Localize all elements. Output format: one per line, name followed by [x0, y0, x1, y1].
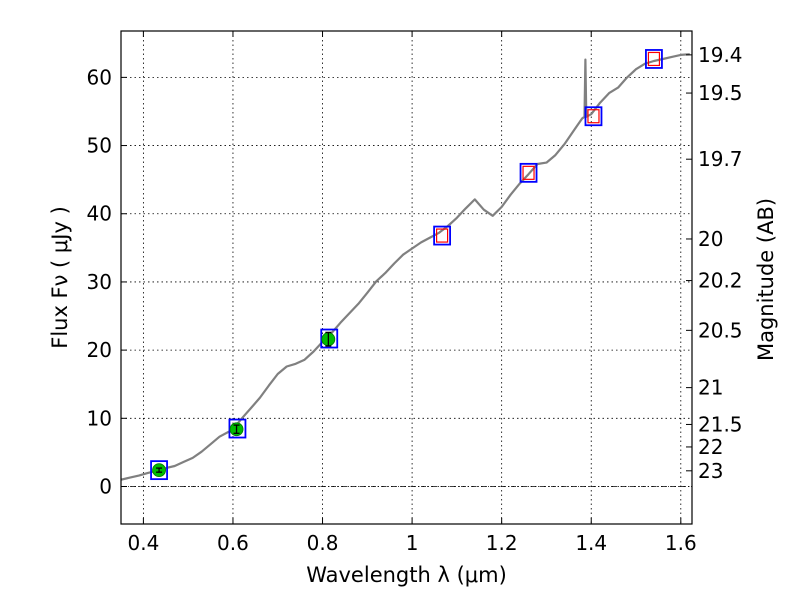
- model-box: [150, 460, 168, 481]
- magnitude-tick-label: 22: [698, 435, 723, 459]
- y2-axis-label: Magnitude (AB): [754, 198, 778, 361]
- fit-box: [587, 109, 600, 124]
- fit-box: [647, 51, 661, 67]
- x-tick-label: 1.4: [575, 531, 607, 555]
- y-tick-label: 10: [87, 406, 112, 430]
- x-tick-label: 0.8: [307, 531, 339, 555]
- y-tick-label: 60: [87, 65, 112, 89]
- magnitude-tick-label: 19.4: [698, 43, 743, 67]
- y-axis-label: Flux Fν ( μJy ): [48, 206, 72, 349]
- axis-ticks: 0.4 0.6 0.8 1 1.2 1.4 1.6 0 10 20 30 40 50 60 19.4 19.5…: [87, 31, 743, 555]
- y-tick-label: 30: [87, 270, 112, 294]
- magnitude-tick-label: 19.5: [698, 81, 743, 105]
- x-tick-label: 1: [406, 531, 419, 555]
- x-axis-label: Wavelength λ (μm): [306, 563, 507, 587]
- magnitude-tick-label: 20: [698, 227, 723, 251]
- model-box: [228, 418, 247, 439]
- x-tick-label: 1.6: [665, 531, 697, 555]
- x-tick-label: 1.2: [486, 531, 518, 555]
- magnitude-tick-label: 23: [698, 459, 723, 483]
- magnitude-tick-label: 21.5: [698, 412, 743, 436]
- grid-lines: [121, 31, 692, 524]
- model-box: [645, 49, 663, 69]
- magnitude-tick-label: 21: [698, 376, 723, 400]
- fit-box: [436, 228, 449, 243]
- y-tick-label: 20: [87, 338, 112, 362]
- spectrum-series: [120, 53, 690, 481]
- magnitude-tick-label: 19.7: [698, 147, 743, 171]
- spectrum-line: [120, 53, 690, 481]
- fit-box: [522, 165, 535, 180]
- model-box: [519, 162, 538, 183]
- model-box: [320, 328, 339, 349]
- model-box: [584, 106, 603, 127]
- y-tick-label: 50: [87, 134, 112, 158]
- y-tick-label: 40: [87, 202, 112, 226]
- plot-frame: [120, 30, 693, 525]
- x-tick-label: 0.6: [217, 531, 249, 555]
- magnitude-tick-label: 20.5: [698, 318, 743, 342]
- photometry-markers: [150, 49, 663, 481]
- magnitude-tick-label: 20.2: [698, 269, 743, 293]
- model-box: [433, 225, 452, 246]
- y-tick-label: 0: [99, 474, 112, 498]
- x-tick-label: 0.4: [127, 531, 159, 555]
